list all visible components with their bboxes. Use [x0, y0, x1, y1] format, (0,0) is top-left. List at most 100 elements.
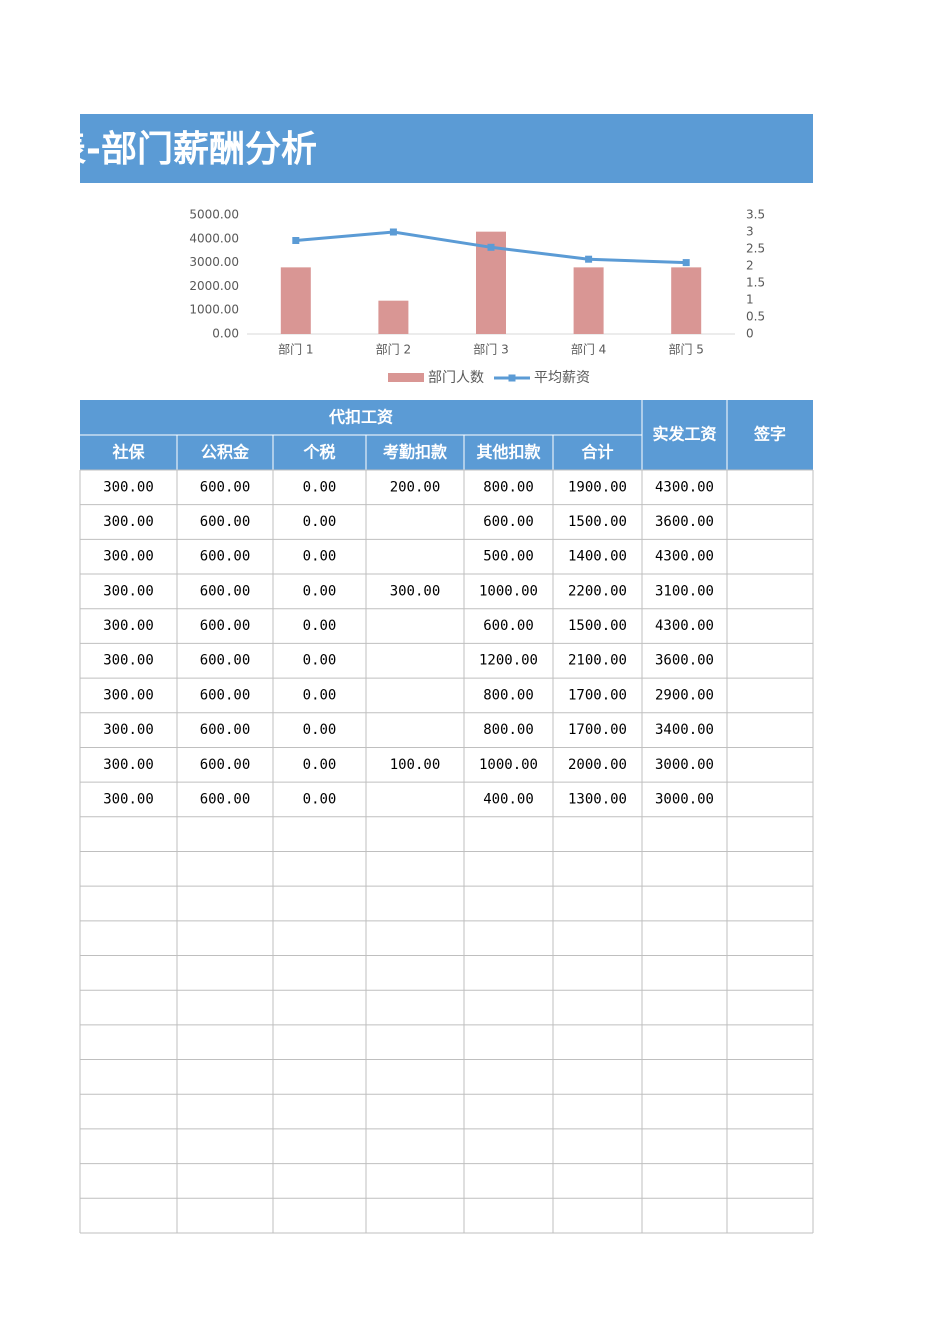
cell: 300.00 — [103, 549, 154, 565]
cell: 300.00 — [103, 722, 154, 738]
cell: 600.00 — [200, 549, 251, 565]
cell: 3600.00 — [655, 653, 714, 669]
y2-tick-label: 2.5 — [746, 242, 765, 256]
cell: 600.00 — [200, 514, 251, 530]
y-tick-label: 1000.00 — [189, 303, 239, 317]
line-marker — [585, 255, 593, 263]
cell: 1500.00 — [568, 618, 627, 634]
cell: 1300.00 — [568, 791, 627, 807]
cell: 800.00 — [483, 687, 534, 703]
page-title: 表-部门薪酬分析 — [50, 129, 317, 170]
y2-tick-label: 1 — [746, 293, 754, 307]
cell: 0.00 — [303, 791, 337, 807]
cell: 300.00 — [103, 791, 154, 807]
cell: 300.00 — [103, 514, 154, 530]
cell: 4300.00 — [655, 618, 714, 634]
cell: 1000.00 — [479, 757, 538, 773]
y2-tick-label: 0 — [746, 327, 754, 341]
cell: 2900.00 — [655, 687, 714, 703]
cell: 400.00 — [483, 791, 534, 807]
y-tick-label: 4000.00 — [189, 231, 239, 245]
legend-swatch — [508, 374, 516, 382]
x-tick-label: 部门 1 — [278, 342, 313, 357]
bar — [573, 267, 604, 334]
cell: 300.00 — [390, 583, 441, 599]
cell: 4300.00 — [655, 549, 714, 565]
cell: 1500.00 — [568, 514, 627, 530]
cell: 3100.00 — [655, 583, 714, 599]
bar — [671, 267, 702, 334]
cell: 600.00 — [200, 479, 251, 495]
sub-header: 合计 — [581, 443, 613, 462]
sub-header: 其他扣款 — [476, 443, 541, 462]
y-tick-label: 2000.00 — [189, 279, 239, 293]
cell: 300.00 — [103, 618, 154, 634]
y2-tick-label: 3.5 — [746, 208, 765, 222]
cell: 1700.00 — [568, 687, 627, 703]
x-tick-label: 部门 2 — [376, 342, 411, 357]
bar — [280, 267, 311, 334]
cell: 0.00 — [303, 514, 337, 530]
cell: 100.00 — [390, 757, 441, 773]
cell: 500.00 — [483, 549, 534, 565]
sub-header: 考勤扣款 — [383, 443, 448, 462]
cell: 1700.00 — [568, 722, 627, 738]
line-marker — [389, 228, 397, 236]
group-header: 代扣工资 — [328, 408, 393, 427]
sub-header: 公积金 — [201, 443, 250, 462]
legend-swatch — [388, 373, 424, 382]
cell: 600.00 — [200, 583, 251, 599]
line-marker — [487, 243, 495, 251]
y2-tick-label: 2 — [746, 259, 754, 273]
cell: 0.00 — [303, 722, 337, 738]
y2-tick-label: 1.5 — [746, 276, 765, 290]
cell: 200.00 — [390, 479, 441, 495]
cell: 800.00 — [483, 722, 534, 738]
cell: 3600.00 — [655, 514, 714, 530]
y-tick-label: 3000.00 — [189, 255, 239, 269]
cell: 600.00 — [483, 618, 534, 634]
y-tick-label: 5000.00 — [189, 208, 239, 222]
cell: 1900.00 — [568, 479, 627, 495]
cell: 600.00 — [200, 791, 251, 807]
cell: 1400.00 — [568, 549, 627, 565]
cell: 3400.00 — [655, 722, 714, 738]
line-marker — [292, 237, 300, 244]
cell: 600.00 — [200, 722, 251, 738]
side-header: 实发工资 — [652, 425, 716, 444]
cell: 0.00 — [303, 653, 337, 669]
y2-tick-label: 3 — [746, 225, 754, 239]
x-tick-label: 部门 5 — [668, 342, 703, 357]
cell: 0.00 — [303, 618, 337, 634]
cell: 2200.00 — [568, 583, 627, 599]
cell: 600.00 — [200, 618, 251, 634]
legend-label: 平均薪资 — [534, 370, 590, 386]
x-tick-label: 部门 3 — [473, 342, 508, 357]
cell: 600.00 — [483, 514, 534, 530]
title-band — [80, 114, 813, 183]
cell: 600.00 — [200, 757, 251, 773]
cell: 3000.00 — [655, 757, 714, 773]
cell: 300.00 — [103, 653, 154, 669]
cell: 300.00 — [103, 687, 154, 703]
line-marker — [682, 259, 690, 267]
cell: 2100.00 — [568, 653, 627, 669]
cell: 3000.00 — [655, 791, 714, 807]
cell: 300.00 — [103, 757, 154, 773]
cell: 1200.00 — [479, 653, 538, 669]
sub-header: 个税 — [302, 443, 335, 462]
cell: 2000.00 — [568, 757, 627, 773]
side-header: 签字 — [753, 425, 786, 444]
x-tick-label: 部门 4 — [571, 342, 606, 357]
cell: 600.00 — [200, 687, 251, 703]
cell: 1000.00 — [479, 583, 538, 599]
bar — [378, 300, 409, 334]
cell: 0.00 — [303, 549, 337, 565]
cell: 0.00 — [303, 757, 337, 773]
cell: 0.00 — [303, 687, 337, 703]
sub-header: 社保 — [111, 443, 145, 462]
y2-tick-label: 0.5 — [746, 310, 765, 324]
cell: 800.00 — [483, 479, 534, 495]
cell: 300.00 — [103, 583, 154, 599]
